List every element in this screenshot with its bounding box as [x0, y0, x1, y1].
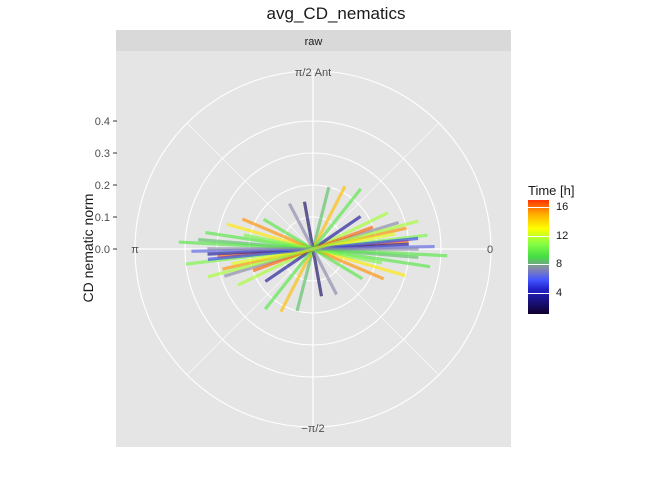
- segment-20: [311, 186, 331, 250]
- legend-tick-label-1: 8: [556, 258, 563, 271]
- angle-labels: π/2 Ant 0 π −π/2: [131, 67, 493, 435]
- segment-30: [311, 187, 362, 250]
- legend-tick-mark-3: [528, 207, 549, 209]
- segment-28: [287, 202, 315, 250]
- segment-32: [312, 247, 385, 281]
- radial-tick-label-3: 0.3: [95, 148, 110, 160]
- segment-39: [207, 247, 314, 261]
- segment-49: [207, 247, 314, 279]
- radial-ticks: 0.0 0.1 0.2 0.3 0.4: [95, 116, 117, 256]
- legend-title: Time [h]: [528, 183, 575, 198]
- segment-38: [312, 236, 419, 251]
- segment-40: [312, 247, 383, 265]
- angle-label-pi-over-2: π/2 Ant: [295, 67, 331, 79]
- legend-tick-mark-2: [528, 235, 549, 237]
- segment-31: [263, 248, 315, 311]
- legend-tick-mark-1: [528, 264, 549, 266]
- facet-strip: [116, 30, 511, 51]
- segment-41: [243, 233, 314, 251]
- segment-26: [312, 215, 362, 251]
- angle-label-pi: π: [131, 244, 139, 256]
- segment-33: [241, 217, 314, 251]
- angle-label-zero: 0: [487, 244, 493, 256]
- radial-tick-label-2: 0.2: [95, 180, 110, 192]
- radial-tick-label-0: 0.0: [95, 244, 110, 256]
- facet-strip-label: raw: [305, 36, 323, 48]
- legend-tick-label-2: 12: [556, 229, 569, 242]
- legend-tick-mark-0: [528, 292, 549, 294]
- segment-22: [311, 185, 347, 250]
- radial-tick-label-1: 0.1: [95, 212, 110, 224]
- angle-label-minus-pi-over-2: −π/2: [301, 423, 324, 435]
- chart-title: avg_CD_nematics: [266, 4, 406, 23]
- segment-48: [312, 219, 419, 251]
- segment-24: [302, 201, 315, 250]
- legend-tick-label-0: 4: [556, 286, 563, 299]
- segment-23: [279, 248, 315, 313]
- colorbar: [528, 200, 549, 314]
- segment-21: [295, 248, 315, 312]
- segment-25: [311, 248, 324, 297]
- data-segments: [178, 185, 448, 313]
- legend-tick-label-3: 16: [556, 201, 569, 214]
- segment-45: [312, 247, 364, 281]
- segment-44: [262, 217, 314, 251]
- segment-29: [311, 248, 338, 296]
- radial-tick-label-4: 0.4: [95, 116, 110, 128]
- segment-27: [264, 247, 314, 283]
